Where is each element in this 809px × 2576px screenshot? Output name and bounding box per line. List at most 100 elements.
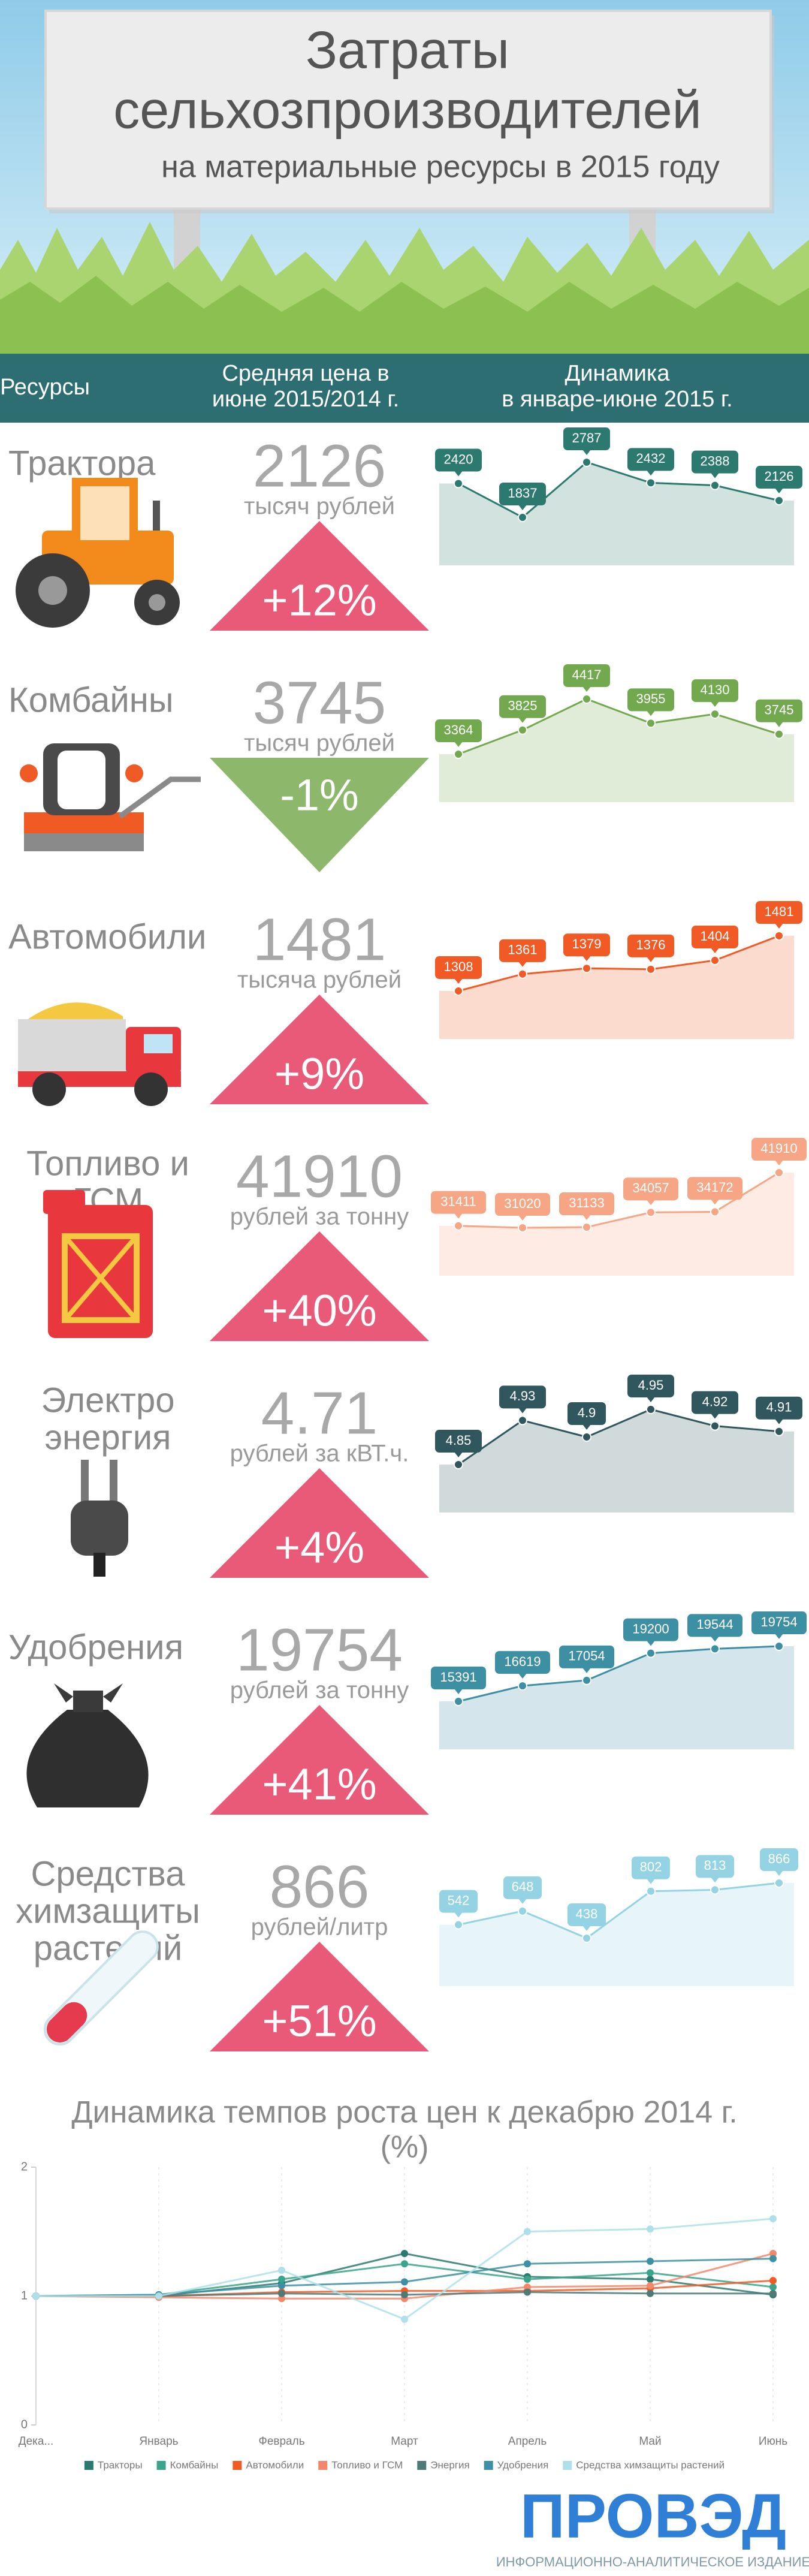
icon-shape (93, 1553, 105, 1577)
label-pointer (775, 1634, 783, 1639)
series-point (278, 2267, 285, 2274)
data-label: 2420 (444, 451, 473, 466)
data-label: 4.85 (446, 1433, 472, 1448)
label-pointer (647, 1878, 655, 1884)
data-label: 19754 (760, 1614, 797, 1629)
data-label: 2432 (636, 451, 666, 466)
y-tick-label: 2 (21, 2160, 28, 2173)
series-point (401, 2315, 408, 2323)
legend-swatch (417, 2461, 427, 2470)
icon-shape (46, 2002, 87, 2043)
point (646, 478, 656, 488)
label-pointer (647, 710, 655, 716)
series-point (647, 2269, 654, 2277)
icon-shape (118, 776, 201, 819)
series-point (647, 2276, 654, 2283)
label-box (692, 450, 738, 474)
series-point (401, 2291, 408, 2298)
title-line: Затраты (306, 20, 509, 79)
label-box (567, 1903, 606, 1926)
series-point (278, 2282, 285, 2289)
icon-shape (110, 1460, 117, 1505)
line (458, 1408, 780, 1466)
legend-label: Тракторы (98, 2459, 143, 2470)
data-label: 1837 (508, 486, 538, 501)
point (518, 1223, 527, 1233)
data-label: 16619 (504, 1654, 541, 1669)
x-tick-label: Дека... (19, 2435, 54, 2448)
resource-name: Удобрения (8, 1628, 183, 1667)
series-point (155, 2292, 162, 2300)
label-pointer (518, 717, 527, 723)
label-pointer (454, 978, 463, 984)
series-point (401, 2250, 408, 2258)
label-pointer (582, 956, 591, 962)
data-label: 1379 (572, 936, 602, 951)
point (518, 725, 527, 735)
line (458, 698, 780, 755)
data-label: 15391 (440, 1670, 476, 1685)
data-label: 34172 (696, 1180, 733, 1195)
legend: Тракторы Комбайны Автомобили Топливо и ГСМ Э… (84, 2459, 725, 2470)
label-box (567, 1402, 606, 1425)
point (582, 457, 591, 467)
label-pointer (582, 450, 591, 455)
point (518, 1906, 527, 1916)
resource-name: Комбайны (8, 680, 174, 719)
series-point (278, 2289, 285, 2297)
icon-shape (18, 1019, 126, 1073)
icon-shape (71, 1501, 128, 1556)
data-label: 4.93 (510, 1388, 536, 1403)
price-unit: тысяч рублей (244, 493, 395, 520)
price-unit: рублей/литр (251, 1914, 388, 1941)
point (646, 1886, 656, 1896)
data-label: 2126 (765, 469, 794, 484)
legend-label: Комбайны (170, 2459, 219, 2470)
label-box (692, 679, 738, 703)
label-pointer (711, 701, 719, 707)
legend-swatch (233, 2461, 242, 2470)
label-box (696, 1855, 734, 1878)
change-triangle (210, 521, 429, 631)
sign-board (44, 10, 772, 210)
title-line: сельхозпроизводителей (113, 80, 702, 139)
label-box (559, 1645, 614, 1668)
logo-tagline: ИНФОРМАЦИОННО-АНАЛИТИЧЕСКОЕ ИЗДАНИЕ (496, 2554, 809, 2569)
label-pointer (518, 961, 527, 967)
icon (71, 1460, 128, 1577)
resource-name: Средства (31, 1854, 186, 1893)
point (518, 1415, 527, 1426)
label-box (499, 939, 546, 962)
icon (20, 743, 201, 851)
change-triangle (210, 758, 429, 872)
area-fill (439, 936, 794, 1039)
series-point (769, 2277, 777, 2285)
point (582, 1222, 591, 1233)
point (710, 1885, 720, 1895)
line (458, 461, 780, 519)
series-point (769, 2289, 777, 2297)
label-pointer (582, 1667, 591, 1673)
label-box (632, 1856, 670, 1879)
point (710, 1644, 720, 1654)
data-label: 648 (512, 1879, 534, 1894)
point (646, 718, 656, 728)
icon-shape (153, 501, 160, 531)
label-pointer (775, 721, 783, 727)
series-point (524, 2276, 531, 2283)
icon-shape (144, 1034, 173, 1053)
series-point (278, 2295, 285, 2303)
x-tick-label: Июнь (759, 2435, 787, 2448)
series-point (401, 2260, 408, 2268)
point (710, 1207, 720, 1217)
series-point (769, 2283, 777, 2291)
label-pointer (454, 1213, 463, 1219)
label-box (435, 956, 482, 979)
label-pointer (775, 1870, 783, 1876)
legend-swatch (84, 2461, 93, 2470)
point (774, 729, 784, 739)
column-header: июне 2015/2014 г. (212, 387, 399, 412)
point (454, 1221, 463, 1231)
